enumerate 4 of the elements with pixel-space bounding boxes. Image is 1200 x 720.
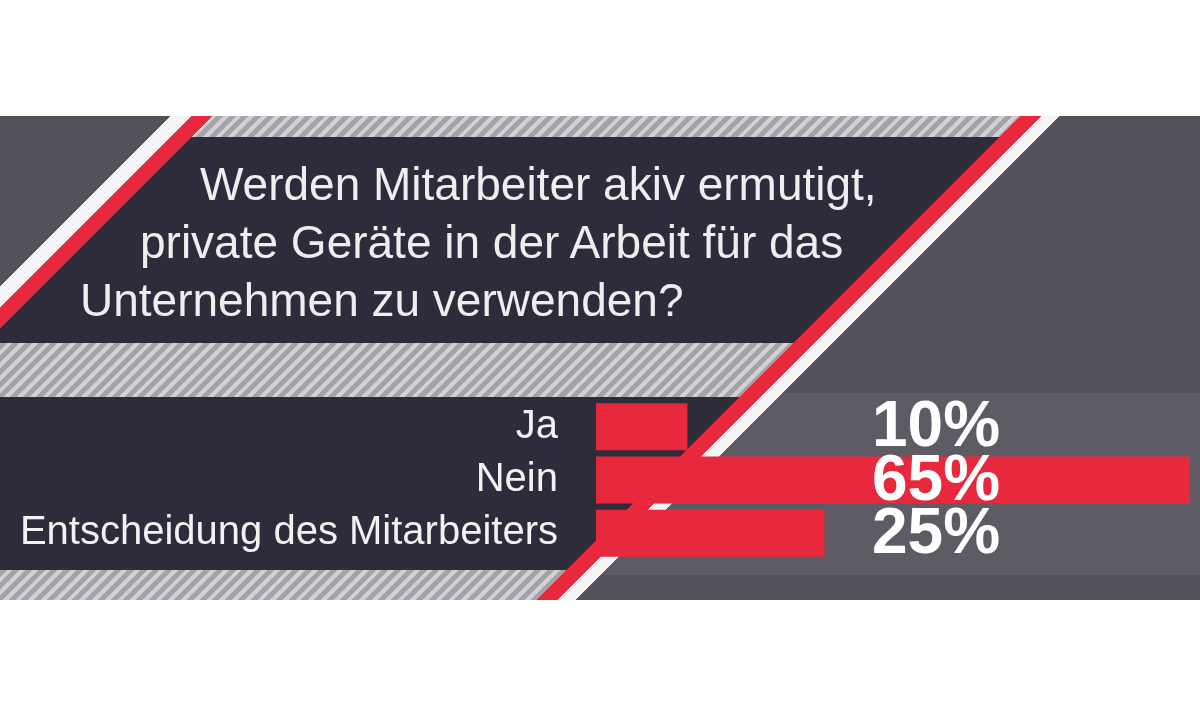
y-tick-label: Nein: [475, 455, 558, 500]
y-tick-label: Entscheidung des Mitarbeiters: [19, 508, 558, 553]
y-tick-label: Ja: [515, 401, 559, 446]
chart-title: Werden Mitarbeiter akiv ermutigt, private Geräte in der Arbeit für das Unternehmen zu verwenden?: [80, 158, 877, 326]
